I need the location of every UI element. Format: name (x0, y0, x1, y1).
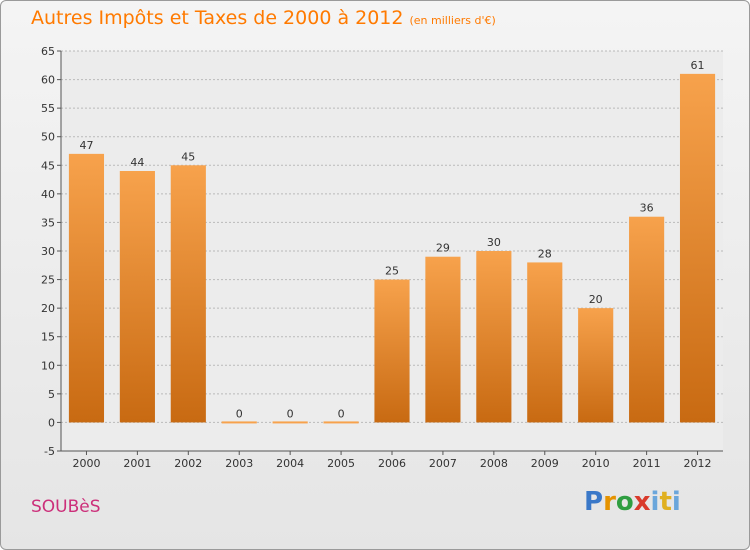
bar (170, 165, 206, 423)
x-tick-label: 2010 (582, 457, 610, 470)
title-text: Autres Impôts et Taxes de 2000 à 2012 (31, 7, 404, 29)
logo-letter: i (671, 487, 681, 517)
x-tick-label: 2000 (72, 457, 100, 470)
x-tick-label: 2012 (684, 457, 712, 470)
proxiti-logo: Proxiti (584, 487, 681, 517)
bar (374, 279, 410, 423)
logo-letter: r (603, 487, 616, 517)
y-tick-label: 35 (41, 216, 55, 229)
y-tick-label: 55 (41, 102, 55, 115)
bar (272, 421, 308, 424)
bar (323, 421, 359, 424)
bar (527, 262, 563, 423)
chart-title: Autres Impôts et Taxes de 2000 à 2012 (en… (31, 7, 496, 29)
bar (476, 251, 512, 423)
y-tick-label: 65 (41, 45, 55, 58)
y-tick-label: 40 (41, 188, 55, 201)
bar (578, 308, 614, 423)
data-label: 61 (691, 59, 705, 72)
data-label: 30 (487, 236, 501, 249)
data-label: 47 (79, 139, 93, 152)
logo-letter: t (659, 487, 672, 517)
x-tick-label: 2006 (378, 457, 406, 470)
data-label: 0 (236, 407, 243, 420)
y-tick-label: -5 (44, 445, 55, 458)
x-tick-label: 2004 (276, 457, 304, 470)
data-label: 20 (589, 293, 603, 306)
x-tick-label: 2009 (531, 457, 559, 470)
x-tick-label: 2005 (327, 457, 355, 470)
y-tick-label: 30 (41, 245, 55, 258)
data-label: 45 (181, 150, 195, 163)
x-tick-label: 2011 (633, 457, 661, 470)
y-tick-label: 45 (41, 159, 55, 172)
data-label: 0 (338, 407, 345, 420)
y-tick-label: 20 (41, 302, 55, 315)
x-tick-label: 2008 (480, 457, 508, 470)
y-tick-label: 60 (41, 74, 55, 87)
logo-letter: i (650, 487, 660, 517)
logo-letter: x (633, 487, 651, 517)
commune-name: SOUBèS (31, 497, 101, 517)
data-label: 36 (640, 202, 654, 215)
x-tick-label: 2002 (174, 457, 202, 470)
y-tick-label: 10 (41, 359, 55, 372)
data-label: 25 (385, 265, 399, 278)
bar (629, 216, 665, 423)
y-tick-label: 50 (41, 131, 55, 144)
data-label: 29 (436, 242, 450, 255)
data-label: 44 (130, 156, 144, 169)
y-tick-label: 15 (41, 331, 55, 344)
bar (221, 421, 257, 424)
x-tick-label: 2001 (123, 457, 151, 470)
data-label: 28 (538, 247, 552, 260)
x-tick-label: 2007 (429, 457, 457, 470)
logo-letter: o (615, 487, 634, 517)
bar (119, 171, 155, 423)
x-tick-label: 2003 (225, 457, 253, 470)
y-tick-label: 0 (48, 416, 55, 429)
bar (68, 153, 105, 423)
y-tick-label: 5 (48, 388, 55, 401)
data-label: 0 (287, 407, 294, 420)
title-unit: (en milliers d'€) (409, 14, 496, 27)
bar (425, 256, 461, 423)
bar (679, 73, 716, 423)
logo-letter: P (584, 487, 604, 517)
y-tick-label: 25 (41, 274, 55, 287)
